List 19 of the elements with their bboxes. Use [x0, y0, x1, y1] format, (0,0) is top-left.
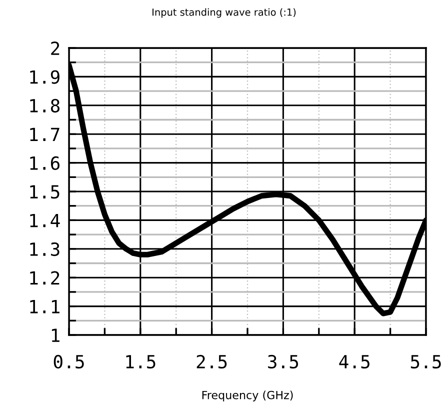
y-tick-label: 2	[51, 42, 60, 55]
x-tick-label: 4.5	[339, 355, 370, 369]
chart-title: Input standing wave ratio (:1)	[152, 8, 296, 18]
x-tick-label: 2.5	[196, 354, 227, 369]
y-tick-label: 1.6	[30, 156, 60, 170]
x-tick-label: 0.5	[54, 354, 84, 369]
y-tick-label: 1.4	[30, 214, 60, 228]
y-tick-label: 1.8	[30, 98, 60, 113]
x-tick-label: 5.5	[410, 355, 441, 369]
y-tick-label: 1.7	[30, 128, 60, 142]
x-tick-label: 1.5	[126, 355, 156, 369]
y-tick-label: 1	[52, 328, 60, 342]
x-axis-title: Frequency (GHz)	[202, 390, 293, 402]
y-tick-label: 1.2	[30, 271, 60, 285]
y-tick-label: 1.3	[30, 242, 60, 256]
y-tick-label: 1.9	[30, 70, 60, 84]
y-tick-label: 1.1	[30, 300, 60, 314]
x-tick-label: 3.5	[268, 354, 298, 369]
y-tick-label: 1.5	[30, 185, 60, 199]
